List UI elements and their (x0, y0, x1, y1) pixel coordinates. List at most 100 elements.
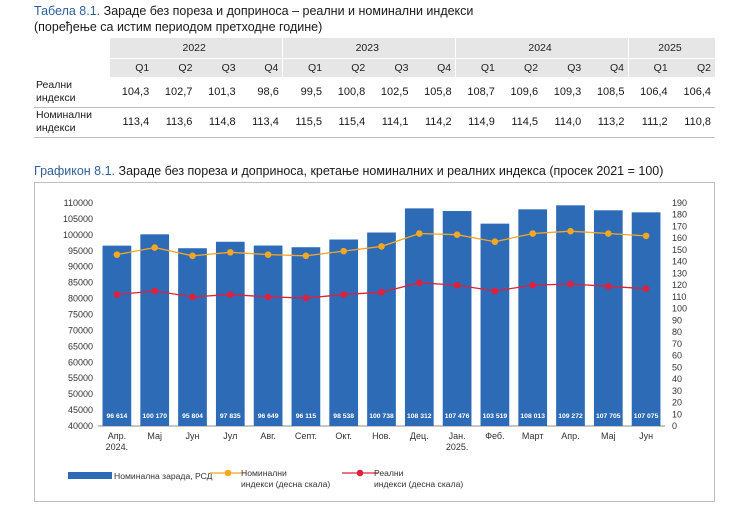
bar (102, 245, 132, 426)
year-header: 2023 (282, 38, 456, 58)
y-right-tick-label: 190 (672, 198, 687, 208)
y-left-tick-label: 55000 (68, 373, 93, 383)
y-left-tick-label: 80000 (68, 294, 93, 304)
x-tick-label: Феб. (485, 431, 504, 441)
table-cell: 100,8 (326, 77, 370, 108)
table-row-nominal: Номинални индекси 113,4 113,6 114,8 113,4… (34, 107, 715, 138)
quarter-header: Q2 (498, 57, 543, 77)
bar-value-label: 107 075 (634, 413, 659, 420)
year-header: 2024 (455, 38, 629, 58)
quarter-header: Q4 (585, 57, 629, 77)
y-right-tick-label: 170 (672, 221, 687, 231)
bar (178, 248, 207, 426)
y-right-tick-label: 30 (672, 386, 682, 396)
x-tick-label: Септ. (295, 431, 317, 441)
series-point (227, 291, 234, 298)
series-point (264, 251, 272, 258)
y-right-tick-label: 130 (672, 268, 687, 278)
x-tick-label: Апр. (561, 431, 579, 441)
y-right-tick-label: 70 (672, 339, 682, 349)
y-right-tick-label: 150 (672, 245, 687, 255)
table-label: Табела 8.1. (34, 4, 101, 18)
quarter-header: Q1 (110, 57, 154, 77)
x-tick-label: Мај (147, 431, 162, 441)
x-tick-label: Март (522, 431, 544, 441)
table-cell: 109,3 (542, 77, 586, 108)
chart-title: Графикон 8.1. Зараде без пореза и доприн… (34, 163, 663, 179)
table-cell: 101,3 (196, 77, 240, 108)
y-left-tick-label: 100000 (63, 230, 93, 240)
bar (140, 234, 170, 426)
series-point (491, 287, 499, 295)
y-right-tick-label: 80 (672, 327, 682, 337)
y-right-tick-label: 90 (672, 315, 682, 325)
row-label: Номинални индекси (34, 107, 111, 138)
table-cell: 113,6 (153, 107, 197, 138)
table-cell: 113,2 (585, 107, 629, 138)
row-label: Реални индекси (34, 77, 111, 108)
table-cell: 99,5 (282, 77, 327, 108)
bar-value-label: 107 705 (596, 413, 621, 420)
bar-value-label: 108 013 (520, 413, 545, 420)
y-left-tick-label: 50000 (68, 389, 93, 399)
table-row-real: Реални индекси 104,3 102,7 101,3 98,6 99,… (34, 77, 715, 108)
y-right-tick-label: 0 (672, 421, 677, 431)
series-point (378, 288, 385, 296)
series-point (453, 231, 461, 238)
series-point (416, 230, 423, 237)
series-point (340, 247, 348, 255)
table-cell: 114,8 (196, 107, 240, 138)
x-tick-label: Јан. (449, 431, 466, 441)
series-point (302, 252, 310, 260)
x-tick-label: Јун (639, 431, 653, 441)
bar (442, 211, 472, 426)
series-point (227, 248, 234, 256)
series-point (151, 287, 158, 295)
quarter-header: Q3 (196, 57, 240, 77)
y-right-tick-label: 60 (672, 351, 682, 361)
bar-value-label: 95 804 (182, 413, 203, 420)
table-cell: 105,8 (412, 77, 456, 108)
series-point (453, 281, 461, 289)
y-right-tick-label: 110 (672, 292, 686, 302)
y-left-tick-label: 75000 (68, 310, 93, 320)
y-right-tick-label: 10 (672, 409, 682, 419)
table-cell: 115,5 (282, 107, 327, 138)
series-point (529, 281, 536, 289)
bar-value-label: 108 312 (407, 413, 432, 420)
y-right-tick-label: 100 (672, 304, 687, 314)
series-point (264, 293, 272, 301)
bar-value-label: 98 538 (333, 413, 354, 420)
table-subtitle: (поређење са истим периодом претходне го… (34, 20, 323, 34)
x-tick-label: Авг. (260, 431, 275, 441)
series-point (567, 280, 574, 288)
table-cell: 106,4 (671, 77, 715, 108)
series-point (113, 251, 121, 258)
table-cell: 98,6 (239, 77, 283, 108)
x-tick-label: Нов. (372, 431, 391, 441)
quarter-header: Q4 (239, 57, 283, 77)
x-tick-label-year: 2024. (106, 442, 129, 452)
table-title: Табела 8.1. Зараде без пореза и допринос… (34, 3, 473, 19)
bar (253, 245, 283, 426)
quarter-header: Q2 (671, 57, 715, 77)
table-cell: 110,8 (671, 107, 715, 138)
series-point (189, 252, 196, 260)
table-cell: 104,3 (110, 77, 154, 108)
quarter-header: Q3 (542, 57, 586, 77)
y-right-tick-label: 180 (672, 210, 687, 220)
quarter-header: Q2 (153, 57, 197, 77)
table-cell: 113,4 (110, 107, 154, 138)
bar (367, 232, 396, 426)
y-left-tick-label: 90000 (68, 262, 93, 272)
table-cell: 114,0 (542, 107, 586, 138)
chart-title-text: Зараде без пореза и доприноса, кретање н… (118, 164, 664, 178)
legend-label-nominal-index: Номинални (241, 468, 287, 478)
series-point (113, 291, 121, 298)
series-point (529, 230, 536, 237)
year-header: 2022 (110, 38, 283, 58)
chart-frame (34, 182, 715, 502)
y-right-tick-label: 20 (672, 398, 682, 408)
y-left-tick-label: 110000 (64, 198, 93, 208)
series-point (567, 227, 574, 235)
